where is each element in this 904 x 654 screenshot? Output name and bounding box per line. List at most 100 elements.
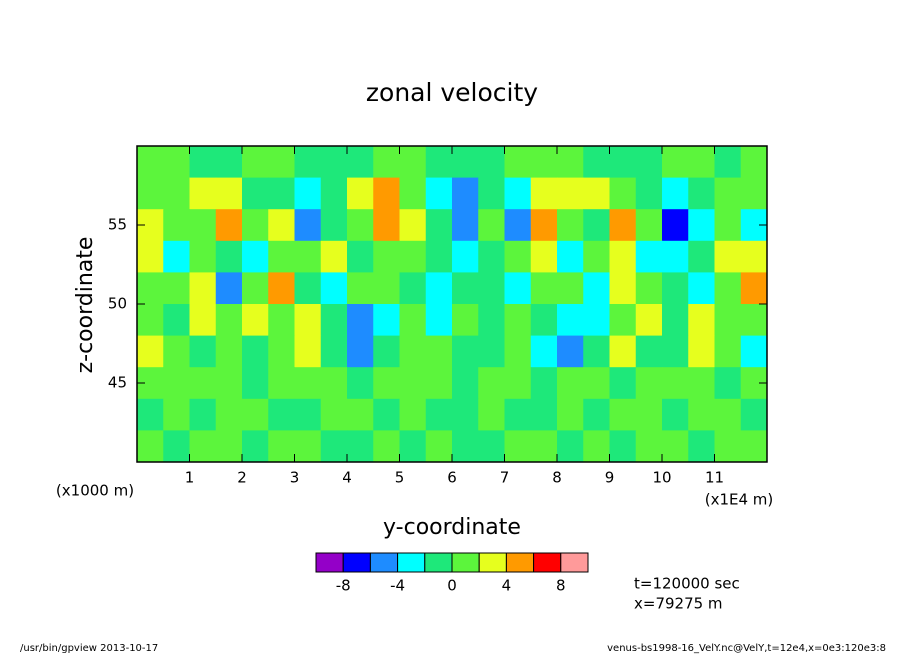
contour-cell: [478, 272, 505, 305]
contour-cell: [530, 335, 558, 368]
contour-cell: [609, 146, 637, 179]
x-tick-label: 2: [237, 469, 247, 487]
y-axis-label: z-coordinate: [73, 237, 98, 374]
contour-cell: [399, 367, 427, 400]
contour-cell: [399, 240, 427, 273]
contour-cell: [688, 209, 715, 242]
contour-cell: [242, 430, 269, 463]
contour-cell: [268, 335, 295, 368]
contour-cell: [137, 146, 164, 179]
contour-cell: [215, 146, 243, 179]
contour-cell: [320, 335, 348, 368]
contour-cell: [137, 240, 164, 273]
contour-cell: [478, 398, 505, 431]
contour-cell: [215, 304, 243, 337]
colorbar-tick-label: -4: [390, 577, 405, 595]
contour-cell: [557, 430, 584, 463]
contour-cell: [373, 430, 400, 463]
contour-cell: [163, 209, 190, 242]
contour-cell: [714, 335, 742, 368]
contour-cell: [189, 209, 217, 242]
contour-cell: [688, 177, 715, 210]
contour-cell: [137, 304, 164, 337]
contour-cell: [373, 272, 400, 305]
contour-cell: [688, 240, 715, 273]
contour-cell: [583, 240, 610, 273]
contour-cell: [242, 304, 269, 337]
contour-cell: [163, 240, 190, 273]
contour-cell: [163, 398, 190, 431]
contour-cell: [320, 240, 348, 273]
colorbar-box: [397, 552, 426, 573]
contour-cell: [504, 272, 532, 305]
contour-cell: [557, 304, 584, 337]
contour-cell: [373, 177, 400, 210]
contour-cell: [609, 177, 637, 210]
contour-cell: [373, 304, 400, 337]
contour-cell: [163, 367, 190, 400]
contour-cell: [373, 367, 400, 400]
contour-cell: [740, 398, 768, 431]
contour-cell: [268, 240, 295, 273]
contour-cell: [452, 240, 479, 273]
contour-cell: [373, 335, 400, 368]
contour-cell: [268, 430, 295, 463]
contour-cell: [137, 335, 164, 368]
contour-cell: [478, 335, 505, 368]
contour-cell: [583, 398, 610, 431]
contour-cell: [268, 146, 295, 179]
contour-cell: [163, 146, 190, 179]
contour-cell: [268, 367, 295, 400]
contour-cell: [320, 398, 348, 431]
contour-cell: [215, 335, 243, 368]
contour-cell: [504, 209, 532, 242]
contour-cell: [425, 209, 453, 242]
contour-cell: [137, 430, 164, 463]
contour-cell: [425, 304, 453, 337]
x-tick-label: 3: [290, 469, 300, 487]
contour-cell: [662, 146, 689, 179]
contour-cell: [189, 304, 217, 337]
contour-cell: [714, 240, 742, 273]
contour-cell: [714, 367, 742, 400]
contour-cell: [399, 398, 427, 431]
contour-cell: [740, 304, 768, 337]
contour-cell: [189, 430, 217, 463]
contour-cell: [189, 367, 217, 400]
contour-cell: [557, 209, 584, 242]
contour-cell: [635, 398, 663, 431]
contour-cell: [320, 209, 348, 242]
contour-cell: [242, 209, 269, 242]
contour-cell: [478, 304, 505, 337]
contour-cell: [609, 335, 637, 368]
contour-cell: [347, 272, 374, 305]
contour-cell: [242, 367, 269, 400]
contour-cell: [583, 335, 610, 368]
contour-cell: [714, 430, 742, 463]
contour-cell: [609, 272, 637, 305]
contour-cell: [635, 177, 663, 210]
contour-cell: [399, 177, 427, 210]
contour-cell: [215, 430, 243, 463]
contour-cell: [583, 430, 610, 463]
contour-cell: [163, 304, 190, 337]
contour-cell: [320, 430, 348, 463]
contour-cell: [399, 209, 427, 242]
annotation: x=79275 m: [634, 595, 723, 613]
contour-cell: [452, 304, 479, 337]
contour-cell: [215, 209, 243, 242]
contour-cell: [294, 272, 322, 305]
contour-cell: [215, 177, 243, 210]
contour-cell: [504, 335, 532, 368]
contour-cell: [268, 209, 295, 242]
colorbar-box: [342, 552, 371, 573]
contour-cell: [688, 146, 715, 179]
contour-cell: [688, 367, 715, 400]
contour-cell: [583, 367, 610, 400]
contour-cell: [425, 398, 453, 431]
x-axis-label: y-coordinate: [383, 515, 521, 540]
contour-cell: [347, 304, 374, 337]
contour-cell: [163, 272, 190, 305]
contour-cell: [320, 367, 348, 400]
contour-cell: [714, 209, 742, 242]
